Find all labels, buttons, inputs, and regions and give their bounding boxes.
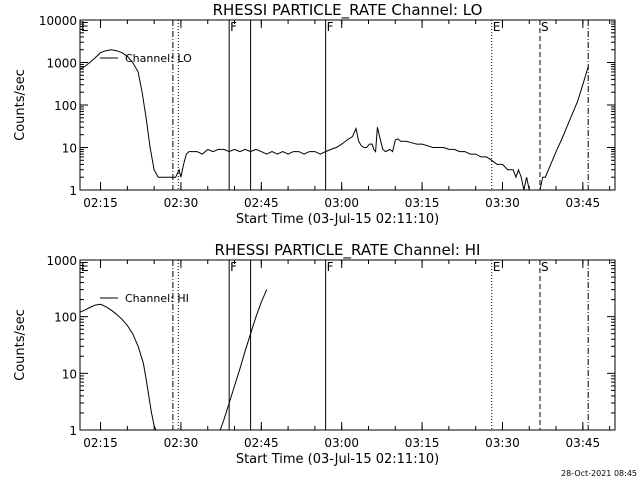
chart-1-marker-label: F	[230, 20, 237, 34]
chart-2-series-line	[79, 289, 268, 431]
chart-1-ytick-label: 10000	[39, 14, 77, 28]
chart-1-marker-label: E	[81, 20, 89, 34]
chart-1-title: RHESSI PARTICLE_RATE Channel: LO	[213, 1, 483, 20]
chart-2-xtick-label: 03:45	[566, 436, 601, 450]
chart-2-ytick-label: 1	[69, 424, 77, 438]
chart-2-xtick-label: 02:30	[164, 436, 199, 450]
chart-1-marker-label: E	[493, 20, 501, 34]
chart-1-ytick-label: 1	[69, 184, 77, 198]
chart-2-xtick-label: 03:15	[405, 436, 440, 450]
chart-2-marker-label: F	[230, 260, 237, 274]
chart-2-xtick-label: 02:45	[244, 436, 279, 450]
chart-1-xtick-label: 03:15	[405, 196, 440, 210]
chart-2-title: RHESSI PARTICLE_RATE Channel: HI	[215, 241, 481, 260]
chart-1-frame	[79, 19, 616, 191]
chart-1-series-line	[79, 49, 589, 191]
chart-1-ytick-label: 10	[62, 142, 77, 156]
chart-1-xlabel: Start Time (03-Jul-15 02:11:10)	[236, 212, 439, 227]
chart-2-ytick-label: 1000	[46, 254, 77, 268]
chart-1-xtick-label: 02:45	[244, 196, 279, 210]
chart-2-xtick-label: 03:00	[324, 436, 359, 450]
chart-1-group: RHESSI PARTICLE_RATE Channel: LO 1 10 100 10…	[13, 1, 616, 227]
chart-1-xtick-label: 02:15	[83, 196, 118, 210]
chart-1-ylabel: Counts/sec	[13, 69, 28, 141]
chart-2-xtick-label: 03:30	[485, 436, 520, 450]
chart-2-ytick-label: 100	[54, 311, 77, 325]
chart-2-marker-label: E	[493, 260, 501, 274]
chart-2-marker-label: E	[81, 260, 89, 274]
chart-2-frame	[79, 259, 616, 431]
date-stamp: 28-Oct-2021 08:45	[561, 469, 637, 478]
chart-2-ylabel: Counts/sec	[13, 309, 28, 381]
chart-2-xtick-label: 02:15	[83, 436, 118, 450]
chart-2-marker-label: F	[327, 260, 334, 274]
chart-1-xtick-label: 02:30	[164, 196, 199, 210]
chart-2-ytick-label: 10	[62, 367, 77, 381]
chart-1-ytick-label: 100	[54, 99, 77, 113]
chart-1-xtick-label: 03:30	[485, 196, 520, 210]
chart-2-group: RHESSI PARTICLE_RATE Channel: HI 1 10 100 10…	[13, 241, 616, 467]
chart-1-xtick-label: 03:45	[566, 196, 601, 210]
chart-2-xlabel: Start Time (03-Jul-15 02:11:10)	[236, 452, 439, 467]
chart-2-marker-label: S	[541, 260, 549, 274]
chart-1-ytick-label: 1000	[46, 57, 77, 71]
chart-1-marker-label: F	[327, 20, 334, 34]
chart-1-marker-label: S	[541, 20, 549, 34]
chart-1-xtick-label: 03:00	[324, 196, 359, 210]
chart-2-legend-label: Channel: HI	[125, 292, 189, 305]
chart-1-legend-label: Channel: LO	[125, 52, 192, 65]
